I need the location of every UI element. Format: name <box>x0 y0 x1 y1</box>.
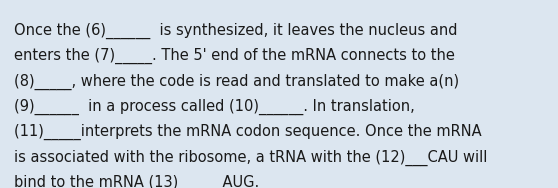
Text: is associated with the ribosome, a tRNA with the (12)___CAU will: is associated with the ribosome, a tRNA … <box>14 149 487 166</box>
Text: Once the (6)______  is synthesized, it leaves the nucleus and: Once the (6)______ is synthesized, it le… <box>14 23 458 39</box>
Text: (8)_____, where the code is read and translated to make a(n): (8)_____, where the code is read and tra… <box>14 73 459 89</box>
Text: (11)_____interprets the mRNA codon sequence. Once the mRNA: (11)_____interprets the mRNA codon seque… <box>14 124 482 140</box>
Text: bind to the mRNA (13)______AUG.: bind to the mRNA (13)______AUG. <box>14 175 259 188</box>
Text: (9)______  in a process called (10)______. In translation,: (9)______ in a process called (10)______… <box>14 99 415 115</box>
Text: enters the (7)_____. The 5' end of the mRNA connects to the: enters the (7)_____. The 5' end of the m… <box>14 48 455 64</box>
